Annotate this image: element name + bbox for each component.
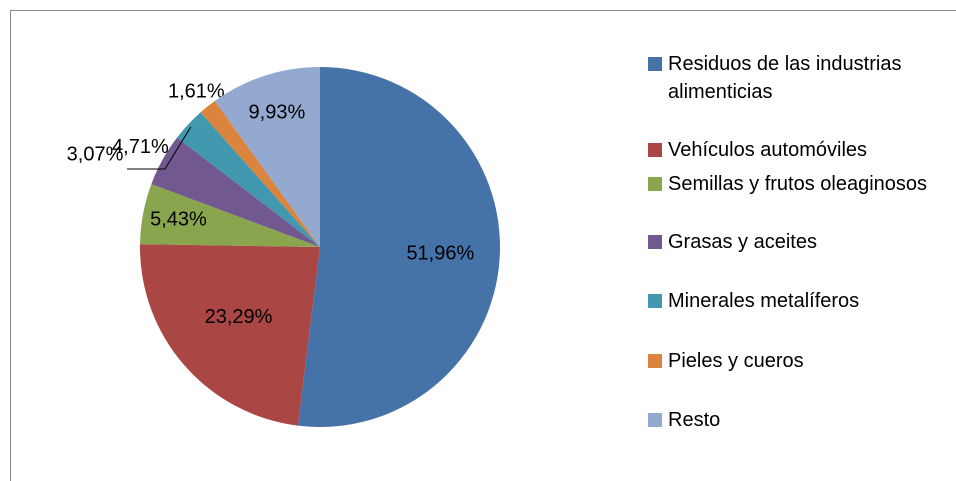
legend-item: Vehículos automóviles [648,136,948,164]
pie-slice [177,112,320,247]
frame [10,10,956,481]
legend-item: Pieles y cueros [648,347,948,375]
pie-slice [139,244,320,426]
pie-slice [214,67,320,247]
legend-swatch [648,235,662,249]
data-label: 1,61% [168,81,225,103]
legend-item: Residuos de las industrias alimenticias [648,50,948,106]
legend-item: Minerales metalíferos [648,287,948,315]
data-label: 23,29% [205,306,273,328]
legend-swatch [648,177,662,191]
pie-slice [200,100,320,247]
leader-line [127,126,192,170]
data-label: 3,07% [67,143,124,165]
pie-slice [297,67,500,427]
data-label: 4,71% [112,136,169,158]
legend-label: Semillas y frutos oleaginosos [668,173,928,195]
data-label: 9,93% [249,102,306,124]
legend-swatch [648,294,662,308]
legend-label: Resto [668,409,721,431]
legend-swatch [648,354,662,368]
legend-label: Pieles y cueros [668,350,804,372]
data-label: 51,96% [406,243,474,265]
legend-swatch [648,57,662,71]
legend-label: Grasas y aceites [668,231,817,253]
data-label: 5,43% [150,209,207,231]
pie-slice [140,184,320,247]
legend-label: Residuos de las industrias alimenticias [668,53,902,103]
legend-label: Vehículos automóviles [668,139,868,161]
legend-item: Resto [648,406,948,434]
legend-label: Minerales metalíferos [668,290,860,312]
legend-item: Grasas y aceites [648,228,948,256]
legend-swatch [648,143,662,157]
legend-swatch [648,413,662,427]
legend-item: Semillas y frutos oleaginosos [648,170,948,198]
pie-slice [151,137,320,247]
